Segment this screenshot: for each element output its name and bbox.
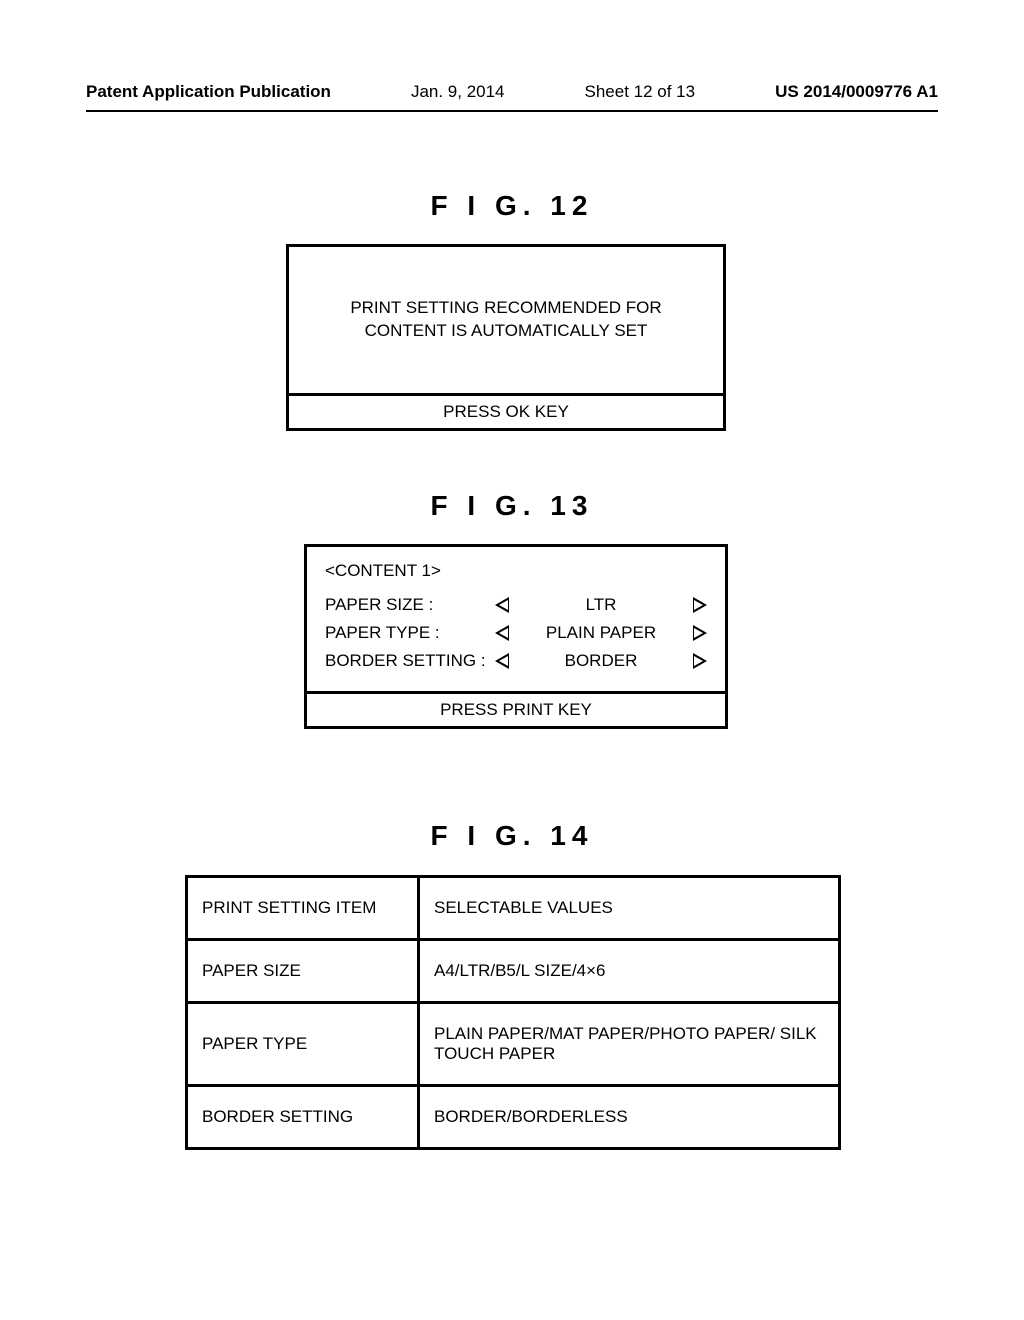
table-cell-item: PAPER TYPE xyxy=(187,1003,419,1086)
fig13-content-title: <CONTENT 1> xyxy=(325,561,707,581)
table-header-item: PRINT SETTING ITEM xyxy=(187,877,419,940)
fig12-message-line2: CONTENT IS AUTOMATICALLY SET xyxy=(309,320,703,343)
arrow-right-icon[interactable] xyxy=(693,653,707,669)
table-row: BORDER SETTING BORDER/BORDERLESS xyxy=(187,1086,840,1149)
setting-stepper[interactable]: BORDER xyxy=(495,651,707,671)
setting-value: PLAIN PAPER xyxy=(509,623,693,643)
fig12-message: PRINT SETTING RECOMMENDED FOR CONTENT IS… xyxy=(289,247,723,393)
setting-label: PAPER SIZE : xyxy=(325,595,495,615)
table-row: PAPER SIZE A4/LTR/B5/L SIZE/4×6 xyxy=(187,940,840,1003)
sheet-indicator: Sheet 12 of 13 xyxy=(585,82,696,102)
setting-value: LTR xyxy=(509,595,693,615)
publication-label: Patent Application Publication xyxy=(86,82,331,102)
fig13-footer: PRESS PRINT KEY xyxy=(307,691,725,726)
setting-row-border-setting: BORDER SETTING : BORDER xyxy=(325,651,707,671)
table-cell-values: PLAIN PAPER/MAT PAPER/PHOTO PAPER/ SILK … xyxy=(419,1003,840,1086)
table-row: PAPER TYPE PLAIN PAPER/MAT PAPER/PHOTO P… xyxy=(187,1003,840,1086)
publication-number: US 2014/0009776 A1 xyxy=(775,82,938,102)
setting-label: PAPER TYPE : xyxy=(325,623,495,643)
setting-stepper[interactable]: LTR xyxy=(495,595,707,615)
table-header-row: PRINT SETTING ITEM SELECTABLE VALUES xyxy=(187,877,840,940)
table-cell-values: BORDER/BORDERLESS xyxy=(419,1086,840,1149)
table-cell-values: A4/LTR/B5/L SIZE/4×6 xyxy=(419,940,840,1003)
arrow-right-icon[interactable] xyxy=(693,625,707,641)
setting-value: BORDER xyxy=(509,651,693,671)
table-cell-item: PAPER SIZE xyxy=(187,940,419,1003)
arrow-right-icon[interactable] xyxy=(693,597,707,613)
fig13-settings-panel: <CONTENT 1> PAPER SIZE : LTR PAPER TYPE … xyxy=(307,547,725,691)
setting-row-paper-type: PAPER TYPE : PLAIN PAPER xyxy=(325,623,707,643)
fig13-dialog: <CONTENT 1> PAPER SIZE : LTR PAPER TYPE … xyxy=(304,544,728,729)
page-header: Patent Application Publication Jan. 9, 2… xyxy=(86,82,938,112)
setting-label: BORDER SETTING : xyxy=(325,651,495,671)
fig14-table: PRINT SETTING ITEM SELECTABLE VALUES PAP… xyxy=(185,875,841,1150)
table-header-values: SELECTABLE VALUES xyxy=(419,877,840,940)
arrow-left-icon[interactable] xyxy=(495,625,509,641)
arrow-left-icon[interactable] xyxy=(495,653,509,669)
arrow-left-icon[interactable] xyxy=(495,597,509,613)
publication-date: Jan. 9, 2014 xyxy=(411,82,505,102)
fig13-title: F I G. 13 xyxy=(0,490,1024,522)
setting-stepper[interactable]: PLAIN PAPER xyxy=(495,623,707,643)
fig12-dialog: PRINT SETTING RECOMMENDED FOR CONTENT IS… xyxy=(286,244,726,431)
fig12-footer: PRESS OK KEY xyxy=(289,393,723,428)
table-cell-item: BORDER SETTING xyxy=(187,1086,419,1149)
fig14-title: F I G. 14 xyxy=(0,820,1024,852)
fig12-message-line1: PRINT SETTING RECOMMENDED FOR xyxy=(309,297,703,320)
fig12-title: F I G. 12 xyxy=(0,190,1024,222)
setting-row-paper-size: PAPER SIZE : LTR xyxy=(325,595,707,615)
